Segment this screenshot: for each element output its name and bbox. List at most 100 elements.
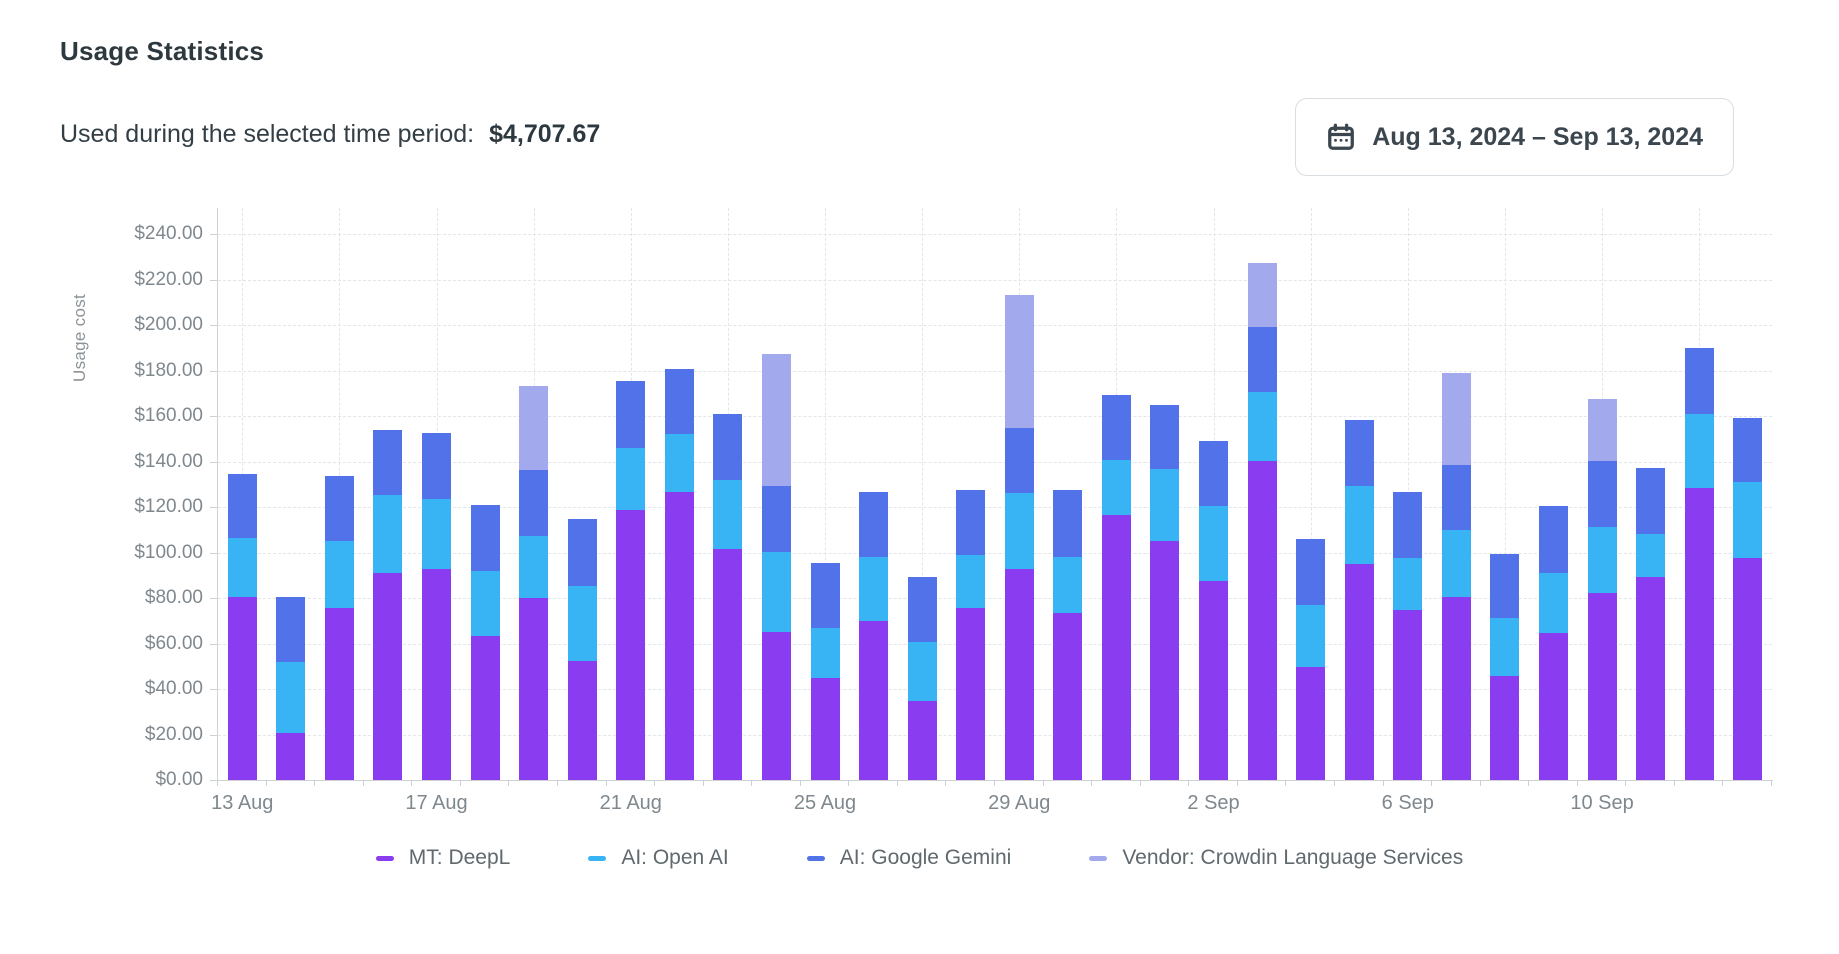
bar-28-aug[interactable]	[956, 489, 986, 780]
bar-24-aug[interactable]	[761, 354, 791, 780]
segment-mt-deepl[interactable]	[470, 635, 500, 780]
segment-ai-open-ai[interactable]	[1636, 534, 1666, 578]
segment-ai-google-gemini[interactable]	[1684, 347, 1714, 414]
segment-ai-google-gemini[interactable]	[373, 430, 403, 496]
segment-ai-google-gemini[interactable]	[519, 470, 549, 537]
bar-27-aug[interactable]	[907, 577, 937, 780]
segment-ai-open-ai[interactable]	[1490, 618, 1520, 677]
segment-mt-deepl[interactable]	[1199, 580, 1229, 780]
segment-ai-open-ai[interactable]	[276, 661, 306, 734]
segment-ai-google-gemini[interactable]	[1296, 538, 1326, 605]
segment-vendor-crowdin-language-services[interactable]	[1004, 295, 1034, 429]
segment-mt-deepl[interactable]	[810, 677, 840, 780]
segment-ai-open-ai[interactable]	[956, 554, 986, 609]
segment-ai-google-gemini[interactable]	[713, 413, 743, 480]
bar-13-aug[interactable]	[227, 473, 257, 780]
bar-26-aug[interactable]	[859, 491, 889, 780]
segment-mt-deepl[interactable]	[1053, 612, 1083, 780]
segment-mt-deepl[interactable]	[956, 608, 986, 780]
segment-ai-google-gemini[interactable]	[1587, 461, 1617, 528]
segment-mt-deepl[interactable]	[1393, 610, 1423, 780]
segment-ai-open-ai[interactable]	[1538, 572, 1568, 634]
segment-ai-open-ai[interactable]	[1199, 505, 1229, 581]
segment-ai-google-gemini[interactable]	[1733, 418, 1763, 482]
segment-mt-deepl[interactable]	[1247, 461, 1277, 780]
segment-ai-open-ai[interactable]	[761, 552, 791, 632]
segment-ai-open-ai[interactable]	[810, 627, 840, 678]
segment-ai-open-ai[interactable]	[422, 498, 452, 570]
bar-10-sep[interactable]	[1587, 398, 1617, 780]
segment-ai-open-ai[interactable]	[907, 642, 937, 702]
segment-ai-open-ai[interactable]	[227, 537, 257, 597]
bar-2-sep[interactable]	[1199, 440, 1229, 780]
bar-4-sep[interactable]	[1296, 538, 1326, 780]
segment-mt-deepl[interactable]	[1733, 558, 1763, 780]
segment-ai-open-ai[interactable]	[1393, 557, 1423, 611]
bar-14-aug[interactable]	[276, 596, 306, 780]
segment-mt-deepl[interactable]	[616, 510, 646, 780]
segment-ai-open-ai[interactable]	[713, 479, 743, 550]
segment-ai-google-gemini[interactable]	[664, 369, 694, 434]
segment-ai-google-gemini[interactable]	[1636, 468, 1666, 535]
segment-mt-deepl[interactable]	[1344, 563, 1374, 780]
segment-vendor-crowdin-language-services[interactable]	[1587, 398, 1617, 462]
segment-vendor-crowdin-language-services[interactable]	[1247, 263, 1277, 328]
bar-5-sep[interactable]	[1344, 420, 1374, 780]
segment-mt-deepl[interactable]	[1004, 569, 1034, 780]
legend-item-ai-open-ai[interactable]: AI: Open AI	[588, 846, 729, 870]
date-range-picker[interactable]: Aug 13, 2024 – Sep 13, 2024	[1295, 98, 1734, 176]
bar-21-aug[interactable]	[616, 380, 646, 780]
segment-vendor-crowdin-language-services[interactable]	[519, 386, 549, 471]
segment-ai-open-ai[interactable]	[1733, 481, 1763, 559]
bar-13-sep[interactable]	[1733, 418, 1763, 780]
segment-ai-open-ai[interactable]	[373, 495, 403, 573]
segment-ai-google-gemini[interactable]	[324, 476, 354, 541]
legend-item-mt-deepl[interactable]: MT: DeepL	[375, 846, 510, 870]
segment-mt-deepl[interactable]	[1101, 514, 1131, 780]
segment-ai-google-gemini[interactable]	[616, 380, 646, 448]
bar-31-aug[interactable]	[1101, 395, 1131, 780]
segment-ai-google-gemini[interactable]	[761, 486, 791, 553]
segment-ai-google-gemini[interactable]	[1441, 464, 1471, 530]
segment-mt-deepl[interactable]	[519, 597, 549, 780]
segment-mt-deepl[interactable]	[227, 596, 257, 780]
bar-18-aug[interactable]	[470, 504, 500, 780]
bar-1-sep[interactable]	[1150, 405, 1180, 780]
bar-12-sep[interactable]	[1684, 347, 1714, 780]
bar-15-aug[interactable]	[324, 476, 354, 780]
segment-mt-deepl[interactable]	[373, 572, 403, 780]
bar-19-aug[interactable]	[519, 386, 549, 780]
segment-ai-google-gemini[interactable]	[810, 562, 840, 628]
segment-ai-google-gemini[interactable]	[1199, 440, 1229, 506]
segment-ai-open-ai[interactable]	[859, 556, 889, 621]
segment-ai-google-gemini[interactable]	[1053, 489, 1083, 557]
segment-mt-deepl[interactable]	[1636, 577, 1666, 780]
segment-ai-google-gemini[interactable]	[1101, 395, 1131, 461]
segment-ai-google-gemini[interactable]	[1004, 428, 1034, 494]
segment-ai-open-ai[interactable]	[1684, 413, 1714, 488]
segment-mt-deepl[interactable]	[276, 733, 306, 780]
segment-ai-open-ai[interactable]	[1247, 391, 1277, 462]
bar-17-aug[interactable]	[422, 432, 452, 780]
bar-30-aug[interactable]	[1053, 489, 1083, 780]
segment-mt-deepl[interactable]	[1587, 593, 1617, 780]
segment-mt-deepl[interactable]	[422, 569, 452, 780]
segment-ai-open-ai[interactable]	[519, 536, 549, 598]
segment-mt-deepl[interactable]	[859, 620, 889, 780]
segment-ai-google-gemini[interactable]	[1344, 420, 1374, 487]
bar-23-aug[interactable]	[713, 413, 743, 780]
segment-mt-deepl[interactable]	[907, 701, 937, 780]
segment-ai-open-ai[interactable]	[1587, 527, 1617, 594]
segment-ai-open-ai[interactable]	[470, 570, 500, 636]
segment-ai-open-ai[interactable]	[616, 447, 646, 511]
segment-mt-deepl[interactable]	[664, 491, 694, 780]
segment-ai-google-gemini[interactable]	[1538, 505, 1568, 573]
segment-ai-open-ai[interactable]	[1101, 460, 1131, 515]
segment-ai-open-ai[interactable]	[1441, 529, 1471, 597]
segment-ai-google-gemini[interactable]	[907, 577, 937, 643]
legend-item-vendor-crowdin-language-services[interactable]: Vendor: Crowdin Language Services	[1089, 846, 1463, 870]
segment-ai-open-ai[interactable]	[1004, 493, 1034, 570]
legend-item-ai-google-gemini[interactable]: AI: Google Gemini	[806, 846, 1011, 870]
segment-mt-deepl[interactable]	[324, 608, 354, 780]
segment-ai-open-ai[interactable]	[1344, 486, 1374, 564]
